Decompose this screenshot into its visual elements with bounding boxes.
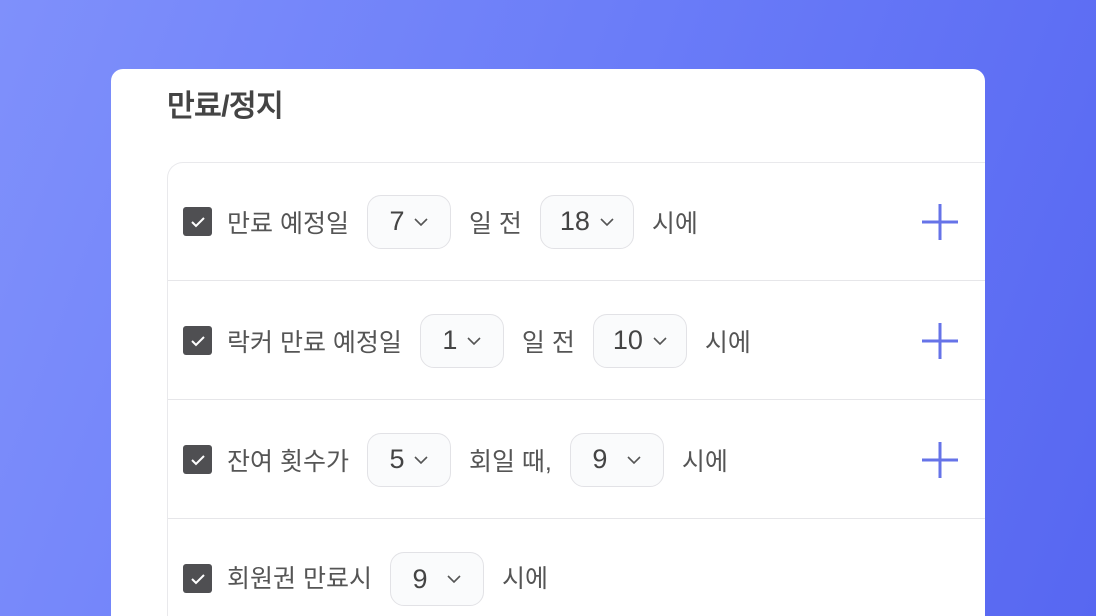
chevron-down-icon (414, 455, 429, 464)
rule-label: 락커 만료 예정일 (227, 328, 402, 357)
notification-rules-list: 만료 예정일 7 일 전 18 시에 락커 만료 예정일 1 일 전 10 시에… (167, 162, 985, 616)
rule-suffix: 시에 (704, 328, 751, 357)
rule-row-remaining-count: 잔여 횟수가 5 회일 때, 9 시에 (168, 401, 985, 519)
select-value: 9 (412, 563, 428, 594)
rule-row-membership-expiry: 회원권 만료시 9 시에 (168, 520, 985, 616)
select-value: 1 (442, 325, 458, 355)
add-icon[interactable] (920, 321, 960, 361)
check-icon (190, 335, 205, 346)
select-value: 18 (559, 206, 590, 236)
rule-mid-label: 회일 때, (468, 447, 552, 476)
rule-label: 회원권 만료시 (227, 565, 372, 593)
select-value: 7 (389, 206, 405, 236)
check-icon (190, 216, 205, 227)
chevron-down-icon (414, 217, 429, 226)
check-icon (190, 454, 205, 465)
days-select[interactable]: 1 (419, 313, 504, 368)
rule-mid-label: 일 전 (468, 209, 522, 238)
chevron-down-icon (600, 217, 614, 226)
rule-row-locker-expiry: 락커 만료 예정일 1 일 전 10 시에 (168, 282, 985, 400)
checkbox[interactable] (183, 445, 212, 474)
chevron-down-icon (447, 575, 462, 583)
section-title: 만료/정지 (167, 90, 284, 123)
add-icon[interactable] (920, 440, 960, 480)
days-select[interactable]: 7 (366, 194, 451, 249)
chevron-down-icon (653, 336, 667, 345)
rule-row-expiry: 만료 예정일 7 일 전 18 시에 (168, 163, 985, 281)
add-icon[interactable] (920, 202, 960, 242)
rule-suffix: 시에 (501, 565, 548, 593)
check-icon (190, 573, 205, 584)
chevron-down-icon (467, 336, 481, 345)
checkbox[interactable] (183, 207, 212, 236)
select-value: 5 (389, 444, 405, 474)
chevron-down-icon (627, 455, 641, 464)
checkbox[interactable] (183, 564, 212, 593)
select-value: 9 (592, 444, 608, 474)
count-select[interactable]: 5 (366, 432, 451, 487)
rule-label: 만료 예정일 (227, 209, 349, 238)
settings-card: 만료/정지 만료 예정일 7 일 전 18 시에 락커 만료 예정일 1 일 전… (111, 69, 985, 616)
rule-label: 잔여 횟수가 (227, 447, 349, 476)
select-value: 10 (612, 325, 643, 355)
hour-select[interactable]: 10 (592, 313, 687, 368)
checkbox[interactable] (183, 326, 212, 355)
rule-suffix: 시에 (651, 209, 698, 238)
hour-select[interactable]: 9 (389, 552, 484, 606)
rule-mid-label: 일 전 (521, 328, 575, 357)
hour-select[interactable]: 9 (569, 432, 664, 487)
rule-suffix: 시에 (681, 447, 728, 476)
hour-select[interactable]: 18 (539, 194, 634, 249)
